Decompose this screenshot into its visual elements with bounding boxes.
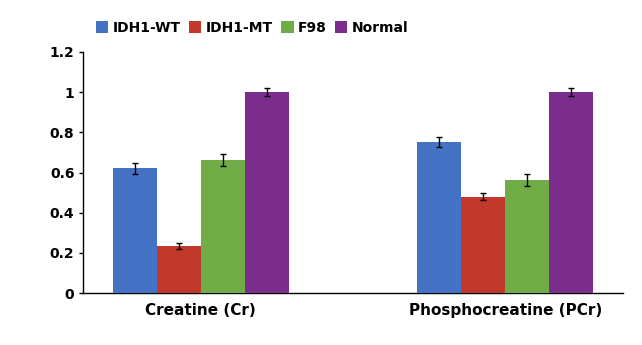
Bar bbox=[245, 92, 289, 293]
Bar bbox=[462, 197, 505, 293]
Bar bbox=[417, 142, 462, 293]
Bar bbox=[113, 168, 157, 293]
Bar bbox=[505, 179, 550, 293]
Bar bbox=[157, 246, 201, 293]
Bar bbox=[201, 160, 245, 293]
Legend: IDH1-WT, IDH1-MT, F98, Normal: IDH1-WT, IDH1-MT, F98, Normal bbox=[91, 15, 414, 40]
Bar bbox=[550, 92, 593, 293]
